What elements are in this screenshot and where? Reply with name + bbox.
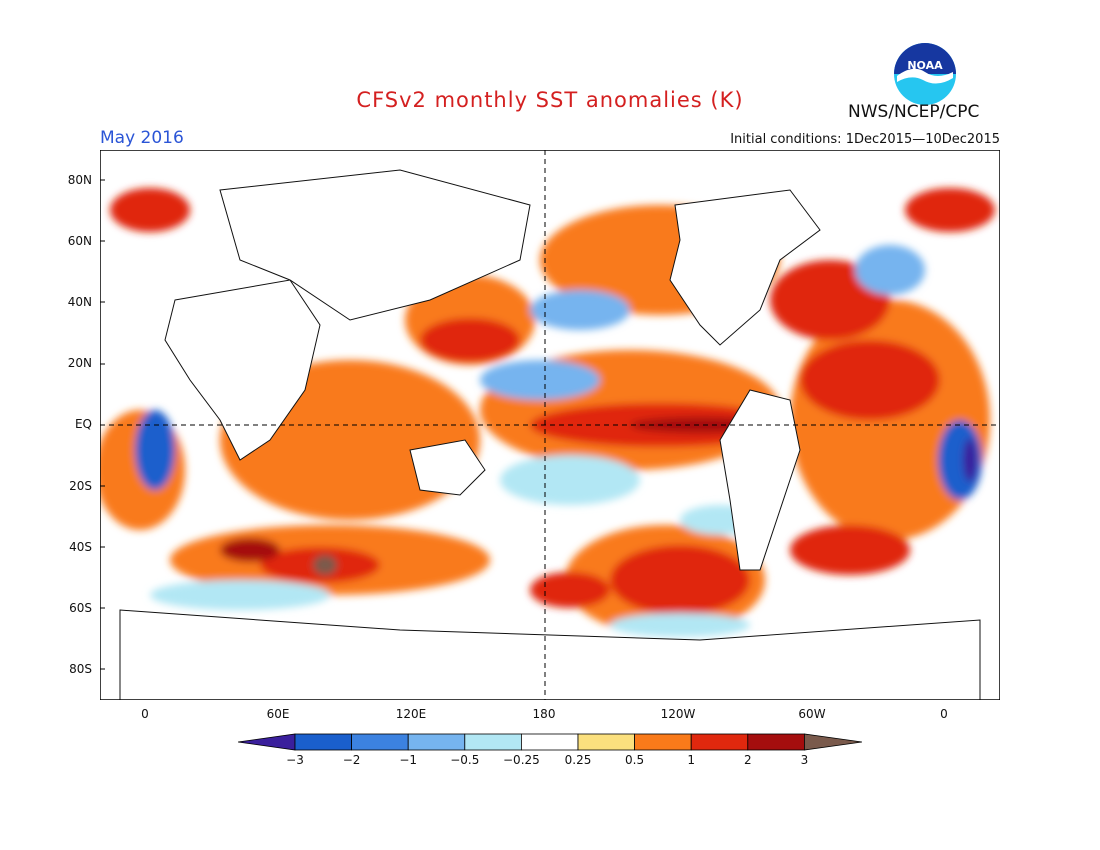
antarctica (119, 609, 981, 700)
colorbar-tick-label: −0.5 (450, 753, 480, 767)
colorbar-left-arrow (238, 733, 296, 751)
lon-label-0: 0 (141, 707, 149, 721)
colorbar-tick-label: −2 (342, 753, 361, 767)
colorbar-segment (464, 733, 522, 751)
colorbar-segment (747, 733, 805, 751)
svg-text:NOAA: NOAA (907, 59, 943, 72)
lat-label-40s: 40S (69, 540, 92, 554)
lat-label-20n: 20N (67, 356, 92, 370)
north-america (669, 189, 821, 346)
colorbar-tick-label: 3 (800, 753, 809, 767)
lat-label-20s: 20S (69, 479, 92, 493)
eurasia (219, 169, 531, 321)
lat-label-80n: 80N (67, 173, 92, 187)
lon-label-180: 180 (532, 707, 556, 721)
colorbar-tick-label: 2 (743, 753, 752, 767)
lon-label-60e: 60E (266, 707, 290, 721)
organization-label: NWS/NCEP/CPC (848, 102, 980, 122)
colorbar-segment (520, 733, 579, 751)
colorbar-tick-label: 0.5 (625, 753, 645, 767)
initial-conditions: Initial conditions: 1Dec2015—10Dec2015 (730, 132, 1000, 147)
lat-label-40n: 40N (67, 295, 92, 309)
lon-label-120e: 120E (395, 707, 427, 721)
colorbar-tick-label: −1 (399, 753, 418, 767)
lon-label-120w: 120W (660, 707, 696, 721)
axis-ticks (100, 179, 105, 670)
lat-label-60s: 60S (69, 601, 92, 615)
colorbar-segment (634, 733, 692, 751)
sst-anomaly-map (100, 150, 1000, 700)
lat-label-eq: EQ (74, 417, 92, 431)
continents (119, 169, 981, 700)
colorbar-tick-label: −0.25 (503, 753, 540, 767)
africa (164, 279, 321, 461)
australia (409, 439, 486, 496)
colorbar-segment (407, 733, 466, 751)
colorbar-tick-label: 0.25 (564, 753, 592, 767)
colorbar-segment (577, 733, 635, 751)
noaa-logo: NOAA (893, 42, 957, 106)
colorbar-right-arrow (804, 733, 862, 751)
map-title: CFSv2 monthly SST anomalies (K) (356, 88, 744, 112)
south-america (719, 389, 801, 571)
lon-label-0-right: 0 (940, 707, 948, 721)
colorbar (238, 733, 862, 751)
colorbar-tick-label: −3 (286, 753, 304, 767)
lat-label-60n: 60N (67, 234, 92, 248)
forecast-period: May 2016 (100, 128, 184, 148)
lon-label-60w: 60W (798, 707, 826, 721)
colorbar-segment (294, 733, 352, 751)
lat-label-80s: 80S (69, 662, 92, 676)
colorbar-tick-label: 1 (687, 753, 695, 767)
colorbar-segment (351, 733, 409, 751)
colorbar-segment (690, 733, 749, 751)
reference-lines (100, 150, 1000, 700)
